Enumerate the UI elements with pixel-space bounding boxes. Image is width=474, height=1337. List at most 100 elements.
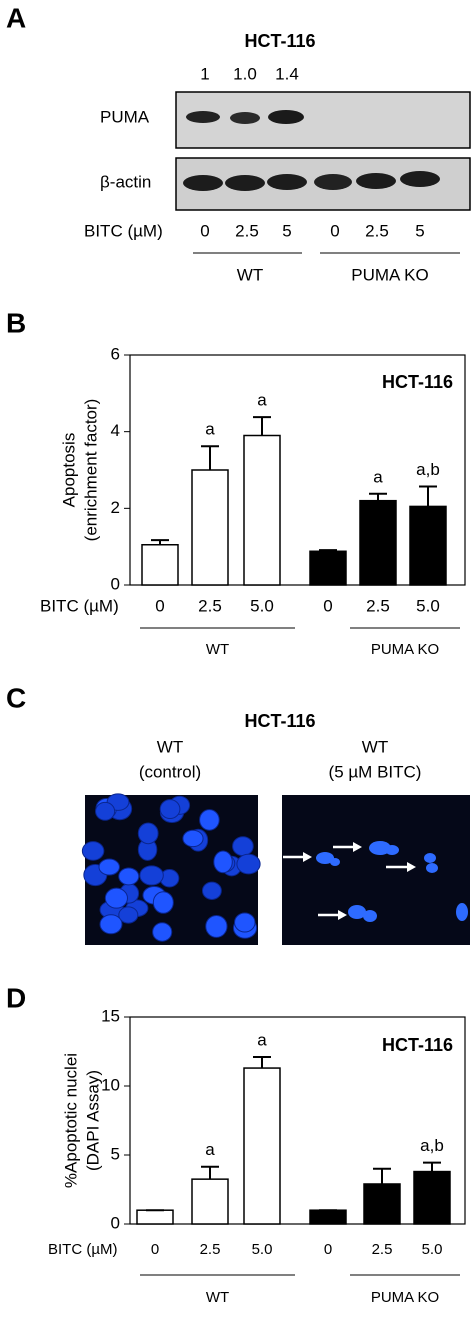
chart-title: HCT-116 bbox=[382, 1035, 453, 1055]
image-caption: WT bbox=[362, 737, 388, 756]
blot-actin bbox=[175, 157, 471, 211]
nucleus bbox=[236, 853, 261, 875]
panel-letter: A bbox=[6, 2, 26, 33]
x-tick-label: 2.5 bbox=[366, 596, 390, 615]
nucleus bbox=[205, 914, 228, 938]
x-axis-label: BITC (µM) bbox=[40, 596, 119, 615]
x-axis-label: BITC (µM) bbox=[48, 1241, 117, 1258]
nucleus bbox=[118, 867, 140, 886]
micrograph bbox=[282, 795, 470, 945]
ratio: 1.0 bbox=[233, 64, 257, 83]
group-label: PUMA KO bbox=[371, 641, 439, 658]
blot-puma bbox=[175, 91, 471, 149]
bar bbox=[363, 1183, 401, 1225]
nucleus bbox=[426, 863, 438, 873]
group-label: WT bbox=[206, 641, 229, 658]
panel-title: HCT-116 bbox=[244, 711, 315, 731]
group-label: PUMA KO bbox=[371, 1289, 439, 1306]
panel-letter: C bbox=[6, 682, 26, 713]
nucleus bbox=[81, 841, 105, 861]
bar bbox=[141, 544, 179, 586]
bar bbox=[409, 505, 447, 586]
micrograph bbox=[81, 793, 261, 945]
significance-label: a bbox=[257, 391, 267, 410]
nucleus bbox=[456, 903, 468, 921]
nucleus bbox=[385, 845, 399, 855]
ratio: 1 bbox=[200, 64, 209, 83]
bar bbox=[359, 499, 397, 586]
group-label: WT bbox=[237, 265, 263, 284]
dose: 2.5 bbox=[365, 221, 389, 240]
nucleus bbox=[152, 922, 173, 942]
nucleus bbox=[139, 865, 164, 886]
nucleus bbox=[363, 910, 377, 922]
nucleus bbox=[424, 853, 436, 863]
significance-label: a bbox=[373, 467, 383, 486]
y-tick-label: 10 bbox=[101, 1075, 120, 1094]
bar bbox=[136, 1209, 174, 1225]
nucleus bbox=[201, 881, 222, 900]
x-tick-label: 0 bbox=[324, 1241, 332, 1258]
x-tick-label: 0 bbox=[323, 596, 332, 615]
y-axis-label: Apoptosis bbox=[59, 433, 78, 508]
significance-label: a bbox=[257, 1031, 267, 1050]
y-tick-label: 4 bbox=[111, 421, 120, 440]
arrow-head bbox=[303, 852, 312, 862]
ratio: 1.4 bbox=[275, 64, 299, 83]
dose: 5 bbox=[282, 221, 291, 240]
y-axis-label: (DAPI Assay) bbox=[83, 1070, 102, 1171]
nucleus bbox=[99, 914, 123, 935]
image-caption: WT bbox=[157, 737, 183, 756]
panel-title: HCT-116 bbox=[244, 31, 315, 51]
x-tick-label: 5.0 bbox=[416, 596, 440, 615]
nucleus bbox=[330, 858, 340, 866]
x-tick-label: 0 bbox=[151, 1241, 159, 1258]
nucleus bbox=[182, 829, 204, 848]
image-caption: (control) bbox=[139, 762, 201, 781]
x-tick-label: 5.0 bbox=[422, 1241, 443, 1258]
y-tick-label: 0 bbox=[111, 574, 120, 593]
nucleus bbox=[137, 822, 159, 845]
group-label: PUMA KO bbox=[351, 265, 428, 284]
x-tick-label: 0 bbox=[155, 596, 164, 615]
nucleus bbox=[104, 887, 128, 909]
plot-frame bbox=[129, 354, 466, 586]
y-tick-label: 2 bbox=[111, 498, 120, 517]
group-label: WT bbox=[206, 1289, 229, 1306]
bar bbox=[191, 469, 229, 586]
bar bbox=[309, 550, 347, 586]
dose: 0 bbox=[200, 221, 209, 240]
row-label: PUMA bbox=[100, 107, 150, 126]
bar bbox=[243, 434, 281, 586]
x-label: BITC (µM) bbox=[84, 221, 163, 240]
x-tick-label: 2.5 bbox=[198, 596, 222, 615]
nucleus bbox=[232, 836, 254, 857]
image-caption: (5 µM BITC) bbox=[329, 762, 422, 781]
arrow-head bbox=[353, 842, 362, 852]
panel-letter: B bbox=[6, 307, 26, 338]
nucleus bbox=[95, 801, 116, 821]
y-tick-label: 6 bbox=[111, 344, 120, 363]
nucleus bbox=[199, 809, 220, 831]
x-tick-label: 5.0 bbox=[250, 596, 274, 615]
panel-letter: D bbox=[6, 982, 26, 1013]
row-label: β-actin bbox=[100, 172, 151, 191]
dose: 5 bbox=[415, 221, 424, 240]
plot-frame bbox=[129, 1016, 466, 1225]
chart-title: HCT-116 bbox=[382, 372, 453, 392]
bar bbox=[243, 1067, 281, 1225]
significance-label: a,b bbox=[420, 1136, 444, 1155]
nucleus bbox=[234, 912, 256, 933]
bar bbox=[309, 1209, 347, 1225]
bar bbox=[191, 1178, 229, 1225]
y-tick-label: 0 bbox=[111, 1213, 120, 1232]
nucleus bbox=[316, 852, 334, 864]
nucleus bbox=[213, 850, 233, 874]
significance-label: a bbox=[205, 420, 215, 439]
significance-label: a,b bbox=[416, 460, 440, 479]
x-tick-label: 5.0 bbox=[252, 1241, 273, 1258]
significance-label: a bbox=[205, 1140, 215, 1159]
nucleus bbox=[159, 799, 181, 820]
x-tick-label: 2.5 bbox=[200, 1241, 221, 1258]
